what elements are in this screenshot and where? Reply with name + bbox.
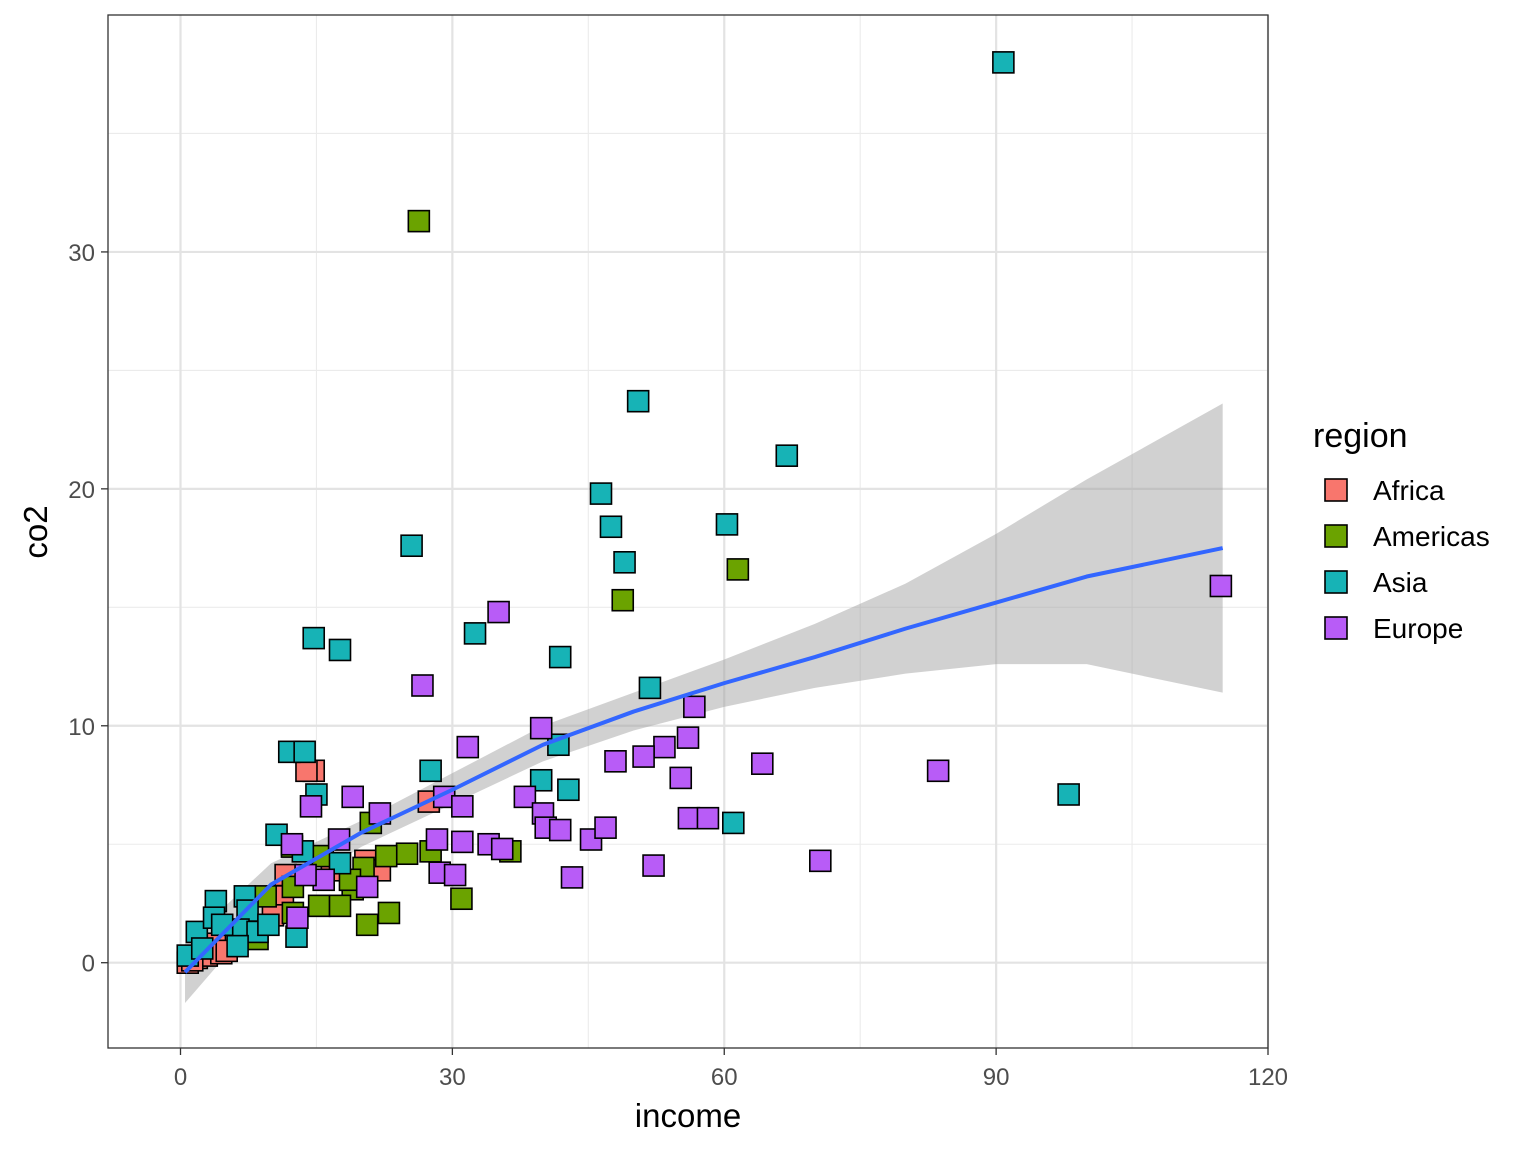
point-europe	[642, 854, 665, 877]
point-americas	[374, 844, 398, 868]
point-asia	[613, 551, 636, 574]
point-europe	[632, 745, 655, 768]
point-asia	[638, 676, 662, 700]
point-asia	[419, 759, 442, 783]
point-asia	[328, 851, 352, 875]
point-africa	[295, 759, 318, 783]
point-europe	[299, 795, 323, 818]
x-tick-label: 120	[1248, 1064, 1288, 1091]
point-asia	[722, 811, 745, 835]
point-europe	[594, 816, 617, 839]
legend: region Africa Americas Asia Europe	[1313, 417, 1490, 644]
legend-key-europe	[1324, 616, 1348, 640]
point-asia	[992, 51, 1015, 74]
x-tick-label: 30	[439, 1064, 466, 1091]
point-europe	[809, 849, 832, 873]
x-tick-label: 90	[983, 1064, 1010, 1091]
point-asia	[226, 934, 249, 958]
point-asia	[775, 444, 799, 467]
y-tick-label: 10	[68, 714, 95, 741]
point-europe	[677, 806, 701, 830]
point-americas	[395, 842, 419, 866]
point-europe	[355, 875, 379, 899]
point-asia	[257, 913, 280, 937]
data-points	[176, 51, 1233, 975]
point-asia	[400, 534, 423, 558]
point-europe	[604, 750, 627, 773]
legend-label-europe: Europe	[1373, 613, 1463, 644]
point-europe	[286, 906, 309, 929]
legend-title: region	[1313, 417, 1408, 455]
x-tick-label: 0	[174, 1064, 187, 1091]
point-asia	[589, 482, 613, 505]
point-europe	[490, 837, 514, 861]
y-axis-title: co2	[17, 505, 54, 558]
point-europe	[280, 832, 304, 856]
point-europe	[696, 806, 720, 830]
point-europe	[1209, 574, 1233, 598]
point-americas	[377, 901, 401, 925]
point-asia	[529, 768, 553, 792]
point-asia	[599, 515, 623, 539]
legend-key-africa	[1324, 478, 1348, 502]
point-asia	[548, 645, 572, 669]
point-asia	[557, 778, 580, 802]
smooth-fit-line	[183, 546, 1224, 974]
point-asia	[1057, 783, 1080, 806]
point-asia	[463, 622, 487, 645]
point-asia	[626, 389, 650, 413]
legend-key-asia	[1324, 570, 1348, 594]
point-europe	[676, 726, 700, 749]
point-europe	[451, 795, 474, 818]
point-europe	[548, 818, 572, 842]
y-tick-label: 30	[68, 240, 95, 267]
axis-ticks: 0 30 60 90 120 0 10 20 30	[68, 240, 1288, 1091]
point-europe	[487, 600, 510, 624]
point-europe	[341, 785, 364, 809]
point-europe	[456, 735, 480, 759]
point-asia	[328, 638, 352, 662]
y-tick-label: 20	[68, 477, 95, 504]
point-americas	[611, 588, 635, 612]
legend-label-americas: Americas	[1373, 521, 1490, 552]
point-europe	[451, 830, 474, 854]
point-asia	[302, 626, 326, 650]
point-europe	[669, 766, 693, 790]
point-europe	[560, 866, 584, 889]
plot-panel-border	[107, 14, 1269, 1049]
point-europe	[683, 695, 706, 719]
point-asia	[715, 513, 739, 536]
point-americas	[450, 887, 473, 911]
y-tick-label: 0	[82, 951, 95, 978]
point-asia	[285, 925, 308, 948]
point-americas	[328, 894, 352, 918]
point-europe	[425, 828, 449, 851]
legend-label-asia: Asia	[1373, 567, 1428, 598]
x-axis-title: income	[635, 1097, 741, 1134]
point-europe	[926, 759, 950, 783]
point-asia	[293, 740, 316, 764]
point-europe	[443, 863, 467, 887]
point-americas	[407, 209, 431, 233]
x-tick-label: 60	[711, 1064, 738, 1091]
point-europe	[751, 752, 774, 775]
point-europe	[411, 674, 434, 697]
point-europe	[653, 735, 676, 759]
legend-label-africa: Africa	[1373, 475, 1445, 506]
point-americas	[355, 913, 379, 937]
point-europe	[513, 785, 537, 809]
legend-key-americas	[1324, 524, 1348, 548]
point-americas	[307, 894, 331, 918]
point-asia	[190, 937, 214, 960]
point-europe	[529, 716, 553, 740]
smooth-line	[183, 546, 1224, 974]
point-americas	[726, 558, 750, 581]
